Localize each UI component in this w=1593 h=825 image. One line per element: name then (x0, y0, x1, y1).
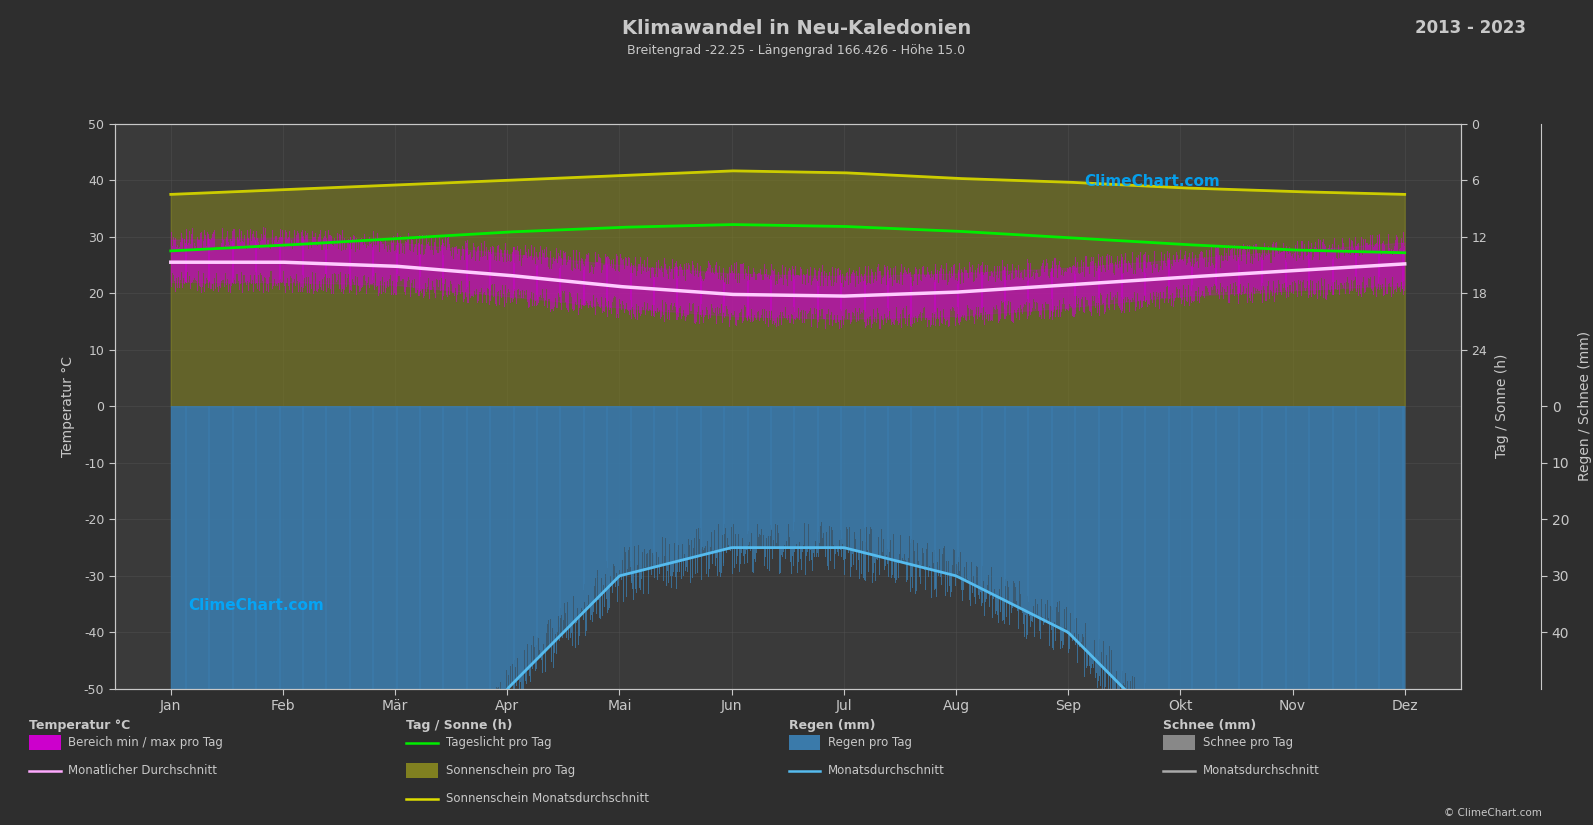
Text: Regen (mm): Regen (mm) (789, 719, 875, 733)
Text: Bereich min / max pro Tag: Bereich min / max pro Tag (68, 736, 223, 749)
Text: Schnee (mm): Schnee (mm) (1163, 719, 1257, 733)
Text: Tag / Sonne (h): Tag / Sonne (h) (406, 719, 513, 733)
Text: © ClimeChart.com: © ClimeChart.com (1445, 808, 1542, 818)
Text: Temperatur °C: Temperatur °C (29, 719, 131, 733)
Y-axis label: Regen / Schnee (mm): Regen / Schnee (mm) (1577, 332, 1591, 481)
Text: Monatsdurchschnitt: Monatsdurchschnitt (828, 764, 945, 777)
Text: ClimeChart.com: ClimeChart.com (1083, 174, 1220, 189)
Text: Regen pro Tag: Regen pro Tag (828, 736, 913, 749)
Text: Klimawandel in Neu-Kaledonien: Klimawandel in Neu-Kaledonien (621, 19, 972, 38)
Text: Schnee pro Tag: Schnee pro Tag (1203, 736, 1294, 749)
Text: Sonnenschein pro Tag: Sonnenschein pro Tag (446, 764, 575, 777)
Text: Tageslicht pro Tag: Tageslicht pro Tag (446, 736, 551, 749)
Text: Monatsdurchschnitt: Monatsdurchschnitt (1203, 764, 1319, 777)
Text: ClimeChart.com: ClimeChart.com (188, 598, 325, 613)
Text: Breitengrad -22.25 - Längengrad 166.426 - Höhe 15.0: Breitengrad -22.25 - Längengrad 166.426 … (628, 44, 965, 57)
Text: 2013 - 2023: 2013 - 2023 (1415, 19, 1526, 37)
Y-axis label: Temperatur °C: Temperatur °C (62, 356, 75, 457)
Text: Monatlicher Durchschnitt: Monatlicher Durchschnitt (68, 764, 218, 777)
Y-axis label: Tag / Sonne (h): Tag / Sonne (h) (1496, 354, 1510, 459)
Text: Sonnenschein Monatsdurchschnitt: Sonnenschein Monatsdurchschnitt (446, 792, 648, 805)
